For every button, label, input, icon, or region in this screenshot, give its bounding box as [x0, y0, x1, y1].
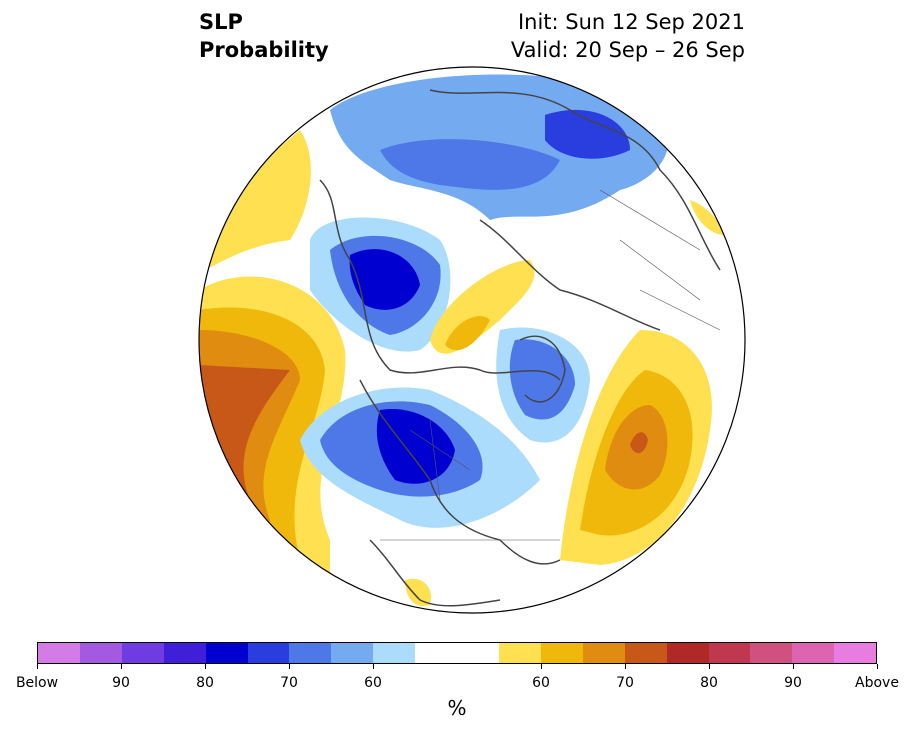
- colorbar-swatch: [373, 643, 416, 663]
- colorbar-swatch: [247, 643, 290, 663]
- colorbar-tick-label: 60: [364, 675, 382, 691]
- colorbar: [37, 642, 877, 664]
- anomaly-fields: [199, 67, 745, 613]
- colorbar-tick-label: Above: [855, 675, 899, 691]
- anomaly-pole-mid: [445, 316, 490, 351]
- colorbar-swatch: [750, 643, 793, 663]
- colorbar-swatch: [163, 643, 206, 663]
- colorbar-unit: %: [447, 696, 467, 720]
- colorbar-tick-mark: [625, 664, 626, 669]
- anomaly-siberia: [545, 109, 630, 159]
- title-line1: SLP: [199, 10, 243, 34]
- init-date: Init: Sun 12 Sep 2021: [517, 10, 745, 34]
- colorbar-swatch: [582, 643, 625, 663]
- colorbar-tick-label: 60: [532, 675, 550, 691]
- colorbar-swatch: [498, 643, 541, 663]
- colorbar-tick-label: 80: [700, 675, 718, 691]
- colorbar-tick-label: 80: [196, 675, 214, 691]
- colorbar-tick-mark: [793, 664, 794, 669]
- colorbar-tick-mark: [877, 664, 878, 669]
- colorbar-tick-mark: [709, 664, 710, 669]
- colorbar-swatch: [121, 643, 164, 663]
- colorbar-swatch: [289, 643, 332, 663]
- colorbar-swatch: [792, 643, 835, 663]
- colorbar-tick-mark: [373, 664, 374, 669]
- colorbar-tick-label: 90: [112, 675, 130, 691]
- colorbar-swatch: [205, 643, 248, 663]
- anomaly-atlantic-max: [630, 432, 648, 454]
- colorbar-tick-mark: [541, 664, 542, 669]
- colorbar-swatch: [457, 643, 499, 663]
- colorbar-swatch: [38, 643, 80, 663]
- colorbar-tick-label: Below: [15, 675, 59, 691]
- globe-outline: [198, 66, 746, 614]
- colorbar-tick-label: 90: [784, 675, 802, 691]
- colorbar-tick-mark: [289, 664, 290, 669]
- colorbar-swatch: [540, 643, 583, 663]
- valid-range: Valid: 20 Sep – 26 Sep: [510, 38, 745, 62]
- colorbar-swatch: [624, 643, 667, 663]
- anomaly-nw: [199, 130, 311, 270]
- forecast-info: Init: Sun 12 Sep 2021 Valid: 20 Sep – 26…: [511, 8, 745, 64]
- colorbar-swatch: [834, 643, 877, 663]
- colorbar-tick-mark: [205, 664, 206, 669]
- colorbar-tick-mark: [37, 664, 38, 669]
- colorbar-tick-label: 70: [280, 675, 298, 691]
- anomaly-eurasia-mid: [380, 139, 560, 190]
- title-line2: Probability: [199, 38, 329, 62]
- polar-map: [198, 66, 746, 614]
- colorbar-tick-label: 70: [616, 675, 634, 691]
- anomaly-mexico-spot: [405, 578, 431, 607]
- colorbar-swatch: [331, 643, 374, 663]
- colorbar-swatch: [79, 643, 122, 663]
- borders: [380, 189, 721, 541]
- colorbar-swatch: [708, 643, 751, 663]
- anomaly-europe-spot: [690, 200, 725, 235]
- colorbar-swatch: [666, 643, 709, 663]
- colorbar-swatch: [415, 643, 458, 663]
- coastlines: [319, 89, 721, 607]
- anomaly-arctic-max: [349, 249, 420, 310]
- anomaly-greenland: [509, 339, 575, 420]
- map-title: SLP Probability: [199, 8, 329, 64]
- colorbar-tick-mark: [121, 664, 122, 669]
